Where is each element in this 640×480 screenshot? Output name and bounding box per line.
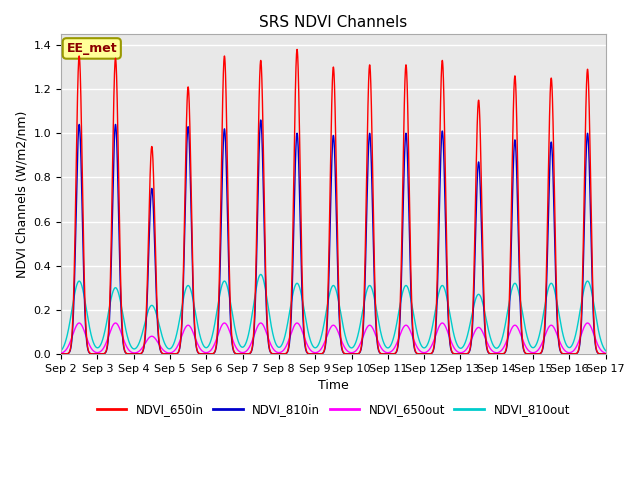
NDVI_810out bbox=[600, 345, 607, 351]
NDVI_810in bbox=[261, 260, 269, 266]
NDVI_650in bbox=[168, 351, 175, 357]
NDVI_650in bbox=[293, 47, 301, 52]
NDVI_810in bbox=[409, 327, 417, 333]
NDVI_650out bbox=[174, 343, 182, 349]
NDVI_650in bbox=[486, 351, 493, 357]
NDVI_650out bbox=[57, 350, 65, 356]
Title: SRS NDVI Channels: SRS NDVI Channels bbox=[259, 15, 408, 30]
NDVI_810out bbox=[409, 305, 417, 311]
NDVI_810out bbox=[261, 284, 269, 290]
NDVI_650in bbox=[57, 351, 65, 357]
Line: NDVI_810out: NDVI_810out bbox=[61, 275, 605, 351]
NDVI_650in bbox=[602, 351, 609, 357]
Line: NDVI_810in: NDVI_810in bbox=[61, 120, 605, 354]
NDVI_650in bbox=[409, 320, 417, 325]
NDVI_650out bbox=[486, 345, 493, 351]
Text: EE_met: EE_met bbox=[67, 42, 117, 55]
NDVI_810in bbox=[57, 351, 65, 357]
NDVI_650out bbox=[602, 350, 609, 356]
NDVI_810in bbox=[600, 351, 607, 357]
NDVI_650in bbox=[173, 350, 181, 356]
NDVI_650out bbox=[600, 349, 607, 355]
NDVI_810out bbox=[168, 345, 175, 350]
Y-axis label: NDVI Channels (W/m2/nm): NDVI Channels (W/m2/nm) bbox=[15, 110, 28, 277]
NDVI_650out bbox=[409, 334, 417, 339]
NDVI_810in bbox=[257, 117, 264, 123]
NDVI_650out bbox=[76, 320, 83, 326]
NDVI_810in bbox=[486, 351, 493, 357]
NDVI_810out bbox=[57, 348, 65, 354]
NDVI_810in bbox=[173, 350, 181, 356]
NDVI_650out bbox=[261, 326, 269, 332]
NDVI_810out bbox=[602, 348, 609, 354]
NDVI_810out bbox=[173, 327, 181, 333]
X-axis label: Time: Time bbox=[318, 379, 349, 392]
Legend: NDVI_650in, NDVI_810in, NDVI_650out, NDVI_810out: NDVI_650in, NDVI_810in, NDVI_650out, NDV… bbox=[92, 398, 575, 420]
NDVI_810out bbox=[257, 272, 264, 277]
Line: NDVI_650in: NDVI_650in bbox=[61, 49, 605, 354]
NDVI_650in bbox=[600, 351, 607, 357]
NDVI_810in bbox=[168, 351, 175, 357]
Line: NDVI_650out: NDVI_650out bbox=[61, 323, 605, 353]
NDVI_810in bbox=[602, 351, 609, 357]
NDVI_810out bbox=[486, 333, 493, 338]
NDVI_650out bbox=[168, 349, 176, 355]
NDVI_650in bbox=[261, 233, 269, 239]
